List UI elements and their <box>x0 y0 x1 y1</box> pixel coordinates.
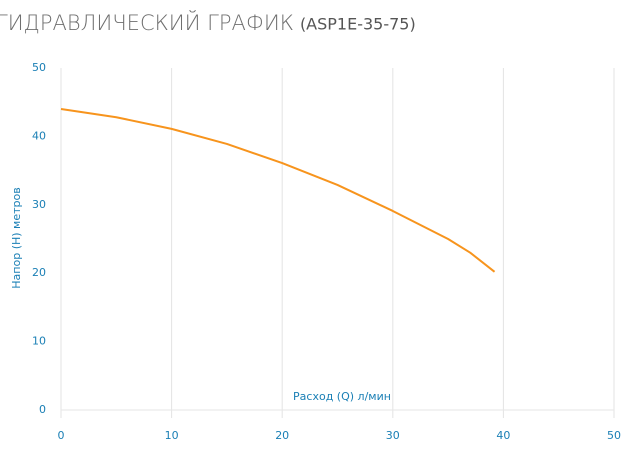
x-tick-label: 20 <box>275 429 289 442</box>
y-tick-label: 20 <box>32 266 46 279</box>
y-tick-label: 50 <box>32 61 46 74</box>
x-tick-label: 10 <box>165 429 179 442</box>
chart-subtitle: (ASP1E-35-75) <box>300 15 416 34</box>
curve <box>60 108 496 273</box>
x-tick-label: 0 <box>58 429 65 442</box>
x-tick-label: 50 <box>607 429 621 442</box>
x-tick-label: 30 <box>386 429 400 442</box>
y-tick-label: 40 <box>32 129 46 142</box>
y-tick-label: 0 <box>39 403 46 416</box>
y-tick-label: 30 <box>32 198 46 211</box>
x-axis-label: Расход (Q) л/мин <box>293 390 391 403</box>
chart-title: ГИДРАВЛИЧЕСКИЙ ГРАФИК <box>0 10 294 35</box>
y-tick-label: 10 <box>32 335 46 348</box>
x-tick-label: 40 <box>496 429 510 442</box>
y-axis-label: Напор (H) метров <box>10 187 23 288</box>
